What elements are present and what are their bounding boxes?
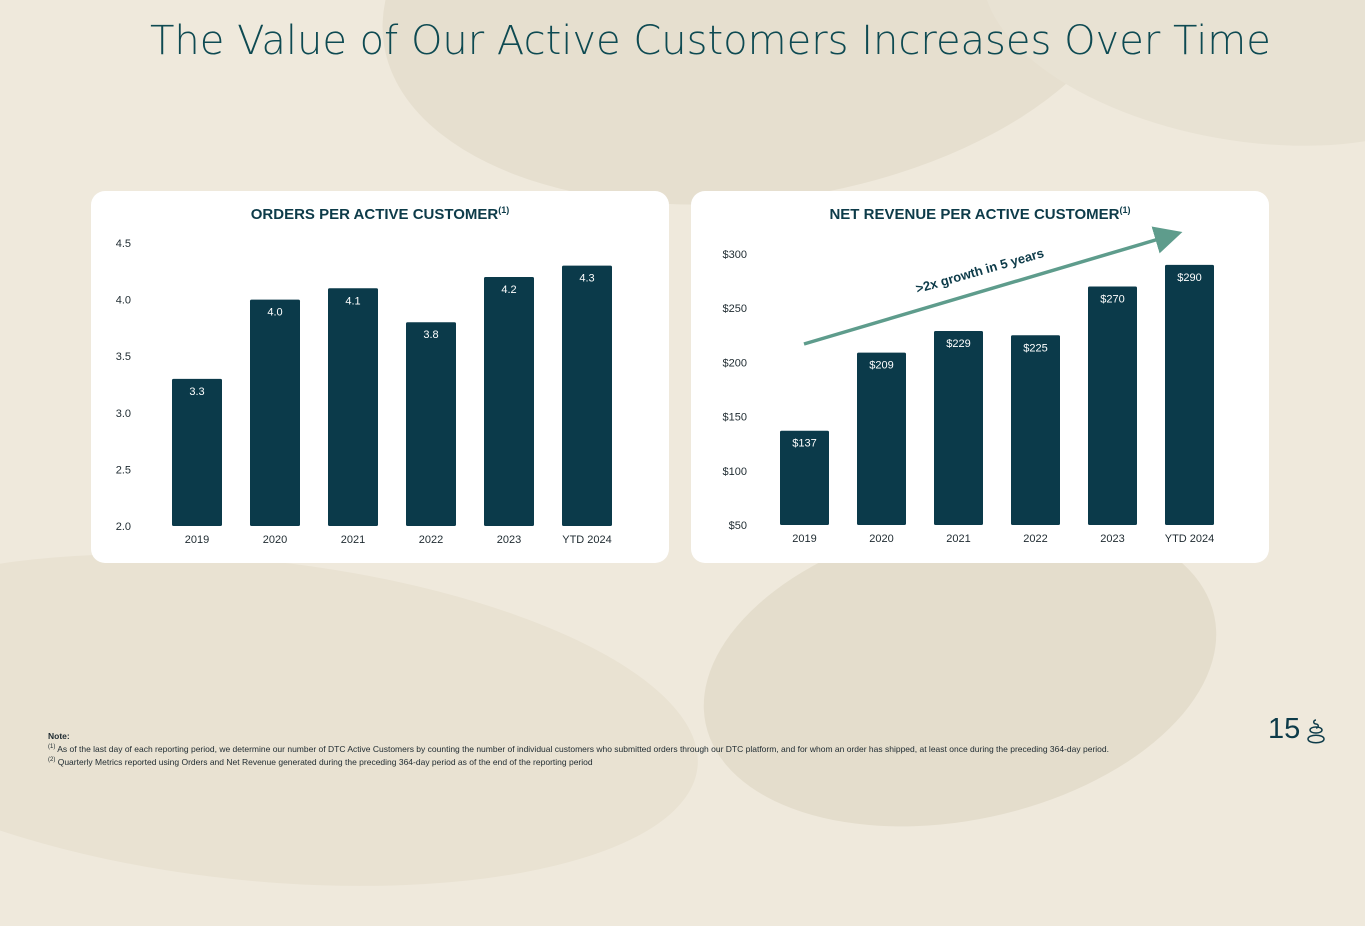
x-tick-label: YTD 2024 <box>1165 533 1215 545</box>
data-label: 4.3 <box>579 273 594 285</box>
background-shape <box>0 513 715 926</box>
chart-title: ORDERS PER ACTIVE CUSTOMER(1) <box>91 205 669 223</box>
revenue-bar-chart: $50 $100 $150 $200 $250 $300 $137 2019 $209 2020 $… <box>723 226 1215 545</box>
y-tick-label: 4.5 <box>116 238 131 250</box>
x-tick-label: 2019 <box>185 534 209 546</box>
chart-title: NET REVENUE PER ACTIVE CUSTOMER(1) <box>691 205 1269 223</box>
chart-title-text: ORDERS PER ACTIVE CUSTOMER <box>250 206 499 223</box>
x-tick-label: YTD 2024 <box>562 534 612 546</box>
y-tick-label: $50 <box>729 520 747 532</box>
revenue-chart-card: NET REVENUE PER ACTIVE CUSTOMER(1) $50 $1… <box>691 191 1269 563</box>
orders-chart-card: ORDERS PER ACTIVE CUSTOMER(1) 2.0 2.5 3.0 3… <box>91 191 669 563</box>
data-label: 4.1 <box>345 295 360 307</box>
x-tick-label: 2020 <box>869 533 893 545</box>
bar <box>172 378 222 526</box>
x-tick-label: 2022 <box>419 534 443 546</box>
y-tick-label: 4.0 <box>116 295 131 307</box>
footnotes: Note: (1) As of the last day of each rep… <box>48 731 1109 768</box>
y-tick-label: 3.0 <box>116 408 131 420</box>
chart-title-text: NET REVENUE PER ACTIVE CUSTOMER <box>829 206 1120 223</box>
y-tick-label: $200 <box>723 357 747 369</box>
data-label: $270 <box>1100 294 1124 306</box>
y-tick-label: $300 <box>723 249 747 261</box>
orders-bar-chart: 2.0 2.5 3.0 3.5 4.0 4.5 3.3 2019 4.0 2020 4.1 2021 3… <box>116 238 612 546</box>
y-tick-label: 3.5 <box>116 351 131 363</box>
x-tick-label: 2020 <box>263 534 287 546</box>
growth-arrow <box>803 226 1183 346</box>
footnote-marker: (1) <box>48 744 56 750</box>
bar <box>328 288 378 526</box>
footnote-heading: Note: <box>48 731 70 741</box>
bar <box>484 276 534 526</box>
brand-logo-icon <box>1307 719 1325 744</box>
footnote-marker: (1) <box>1119 205 1131 215</box>
bar <box>1088 286 1137 525</box>
footnote-text: Quarterly Metrics reported using Orders … <box>57 756 593 767</box>
bar <box>250 299 300 526</box>
bar <box>562 265 612 526</box>
footnote-marker: (2) <box>48 756 56 763</box>
growth-annotation: >2x growth in 5 years <box>914 245 1046 296</box>
data-label: 3.8 <box>423 329 438 341</box>
x-tick-label: 2023 <box>497 534 521 546</box>
data-label: $225 <box>1023 342 1047 354</box>
y-tick-label: 2.0 <box>116 521 131 533</box>
data-label: $290 <box>1177 272 1201 284</box>
bar <box>1011 335 1060 525</box>
bar <box>780 430 829 525</box>
y-tick-label: 2.5 <box>116 464 131 476</box>
y-tick-label: $150 <box>723 412 747 424</box>
y-tick-label: $100 <box>723 466 747 478</box>
bar <box>1165 264 1214 525</box>
x-tick-label: 2023 <box>1100 533 1124 545</box>
bar <box>857 352 906 525</box>
page-number: 15 <box>1268 713 1301 745</box>
bar <box>934 330 983 525</box>
bar <box>406 322 456 526</box>
x-tick-label: 2022 <box>1023 533 1047 545</box>
data-label: $209 <box>869 360 893 372</box>
footnote-text: As of the last day of each reporting per… <box>57 743 1109 754</box>
data-label: $229 <box>946 338 970 350</box>
data-label: 3.3 <box>189 386 204 398</box>
y-tick-label: $250 <box>723 303 747 315</box>
footnote-marker: (1) <box>498 205 510 215</box>
x-tick-label: 2021 <box>341 534 365 546</box>
data-label: 4.2 <box>501 284 516 296</box>
data-label: 4.0 <box>267 307 282 319</box>
x-tick-label: 2021 <box>946 533 970 545</box>
data-label: $137 <box>792 438 816 450</box>
footnote-1: (1) As of the last day of each reporting… <box>48 742 1109 755</box>
slide-title: The Value of Our Active Customers Increa… <box>150 18 1271 64</box>
footnote-2: (2) Quarterly Metrics reported using Ord… <box>48 755 1109 768</box>
x-tick-label: 2019 <box>792 533 816 545</box>
